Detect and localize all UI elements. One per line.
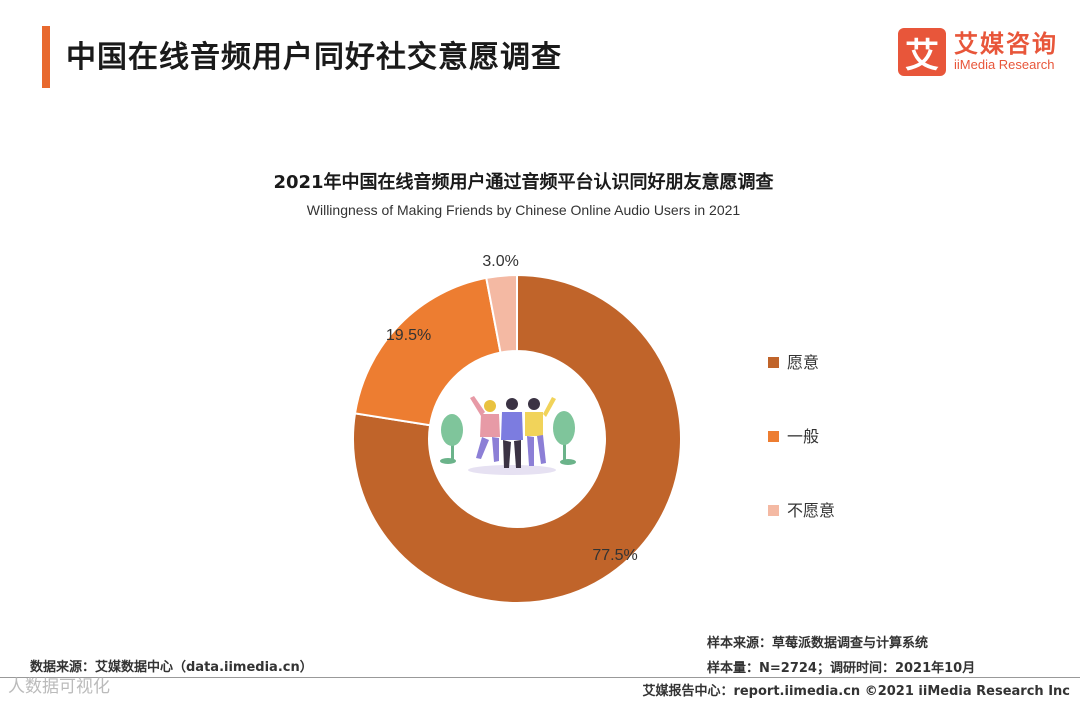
slice-label-0: 77.5%: [592, 547, 637, 564]
legend-swatch-0: [768, 357, 779, 368]
tree-left-icon: [440, 414, 463, 464]
tree-right-icon: [553, 411, 576, 465]
slice-1: [353, 276, 502, 427]
friends-illustration-icon: [431, 353, 603, 525]
sample-size-note: 样本量：N=2724；调研时间：2021年10月: [707, 661, 976, 676]
legend-label-1: 一般: [787, 427, 819, 446]
title-accent-bar: [42, 26, 50, 88]
report-center-note: 艾媒报告中心：report.iimedia.cn ©2021 iiMedia R…: [642, 684, 1070, 699]
slice-0: [352, 273, 682, 604]
sample-source-note: 样本来源：草莓派数据调查与计算系统: [707, 636, 929, 651]
chart-title: 2021年中国在线音频用户通过音频平台认识同好朋友意愿调查: [273, 172, 774, 193]
watermark: 人数据可视化: [8, 677, 110, 697]
person-right-icon: [525, 397, 556, 466]
slice-label-1: 19.5%: [386, 327, 431, 344]
chart-subtitle: Willingness of Making Friends by Chinese…: [306, 202, 741, 218]
slice-labels: 77.5% 19.5% 3.0%: [386, 253, 638, 564]
donut-slices: [352, 273, 682, 604]
slice-2: [485, 273, 518, 354]
legend-swatch-2: [768, 505, 779, 516]
legend-label-2: 不愿意: [787, 501, 835, 520]
legend-label-0: 愿意: [787, 353, 819, 372]
person-middle-icon: [501, 398, 523, 468]
page-title: 中国在线音频用户同好社交意愿调查: [66, 40, 562, 75]
logo-mark: 艾: [898, 28, 946, 76]
logo-chinese-name: 艾媒咨询: [954, 30, 1058, 58]
logo-english-name: iiMedia Research: [954, 57, 1055, 72]
person-left-icon: [470, 396, 500, 462]
footer-divider: [0, 677, 1080, 678]
legend-swatch-1: [768, 431, 779, 442]
iimedia-logo: 艾 艾媒咨询 iiMedia Research: [898, 28, 1058, 76]
slice-label-2: 3.0%: [482, 253, 518, 270]
data-source-note: 数据来源：艾媒数据中心（data.iimedia.cn）: [30, 660, 313, 675]
